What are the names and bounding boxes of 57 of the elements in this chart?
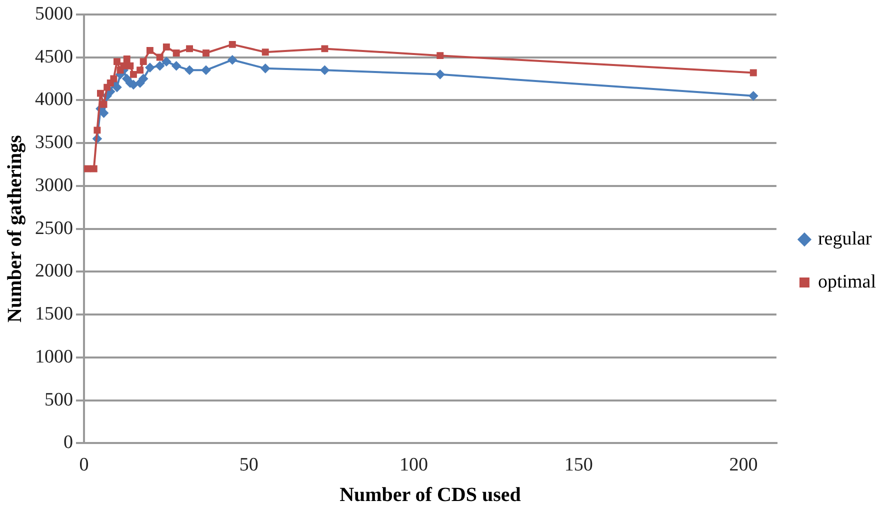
point <box>262 48 269 56</box>
point <box>436 52 444 60</box>
legend-label: optimal <box>818 271 876 292</box>
point <box>94 126 101 134</box>
point <box>100 100 108 108</box>
legend-label: regular <box>818 228 872 250</box>
point <box>90 165 98 172</box>
point <box>140 58 147 66</box>
y-tick-label: 4500 <box>35 46 73 68</box>
x-tick-label: 150 <box>564 454 593 476</box>
point <box>130 70 137 78</box>
point <box>172 61 181 70</box>
x-axis-title: Number of CDS used <box>340 484 521 506</box>
point <box>748 91 758 100</box>
point <box>186 45 193 52</box>
point <box>155 61 164 70</box>
point <box>202 50 210 56</box>
x-tick-label: 100 <box>399 454 428 476</box>
point <box>320 66 330 75</box>
point <box>162 57 171 66</box>
point <box>120 62 128 70</box>
y-tick-label: 2500 <box>35 218 73 239</box>
y-tick-label: 2000 <box>35 260 73 282</box>
point <box>104 84 111 91</box>
point <box>436 70 445 79</box>
y-tick-label: 500 <box>44 389 73 410</box>
y-tick-label: 4000 <box>35 89 73 110</box>
y-tick-label: 1000 <box>35 346 73 368</box>
point <box>321 45 328 52</box>
point <box>145 63 154 72</box>
point <box>260 64 270 73</box>
y-tick-label: 5000 <box>35 3 73 24</box>
point <box>97 90 104 97</box>
point <box>136 66 144 74</box>
y-axis-title: Number of gatherings <box>4 134 26 323</box>
x-tick-label: 50 <box>239 454 258 476</box>
y-tick-label: 3500 <box>35 132 73 154</box>
point <box>126 62 134 70</box>
point <box>228 55 237 64</box>
point <box>750 69 757 76</box>
point <box>156 54 164 61</box>
point <box>162 44 170 50</box>
point <box>202 66 211 75</box>
x-tick-label: 200 <box>729 454 758 476</box>
point <box>172 50 180 56</box>
point <box>138 74 148 84</box>
point <box>123 56 130 62</box>
point <box>84 165 91 172</box>
point <box>185 66 194 75</box>
point <box>228 40 236 48</box>
point <box>110 75 118 82</box>
y-tick-label: 0 <box>64 432 73 454</box>
y-tick-label: 1500 <box>35 304 73 325</box>
y-tick-label: 3000 <box>35 174 73 196</box>
point <box>114 58 120 66</box>
point <box>146 46 154 54</box>
x-tick-label: 0 <box>79 454 89 476</box>
